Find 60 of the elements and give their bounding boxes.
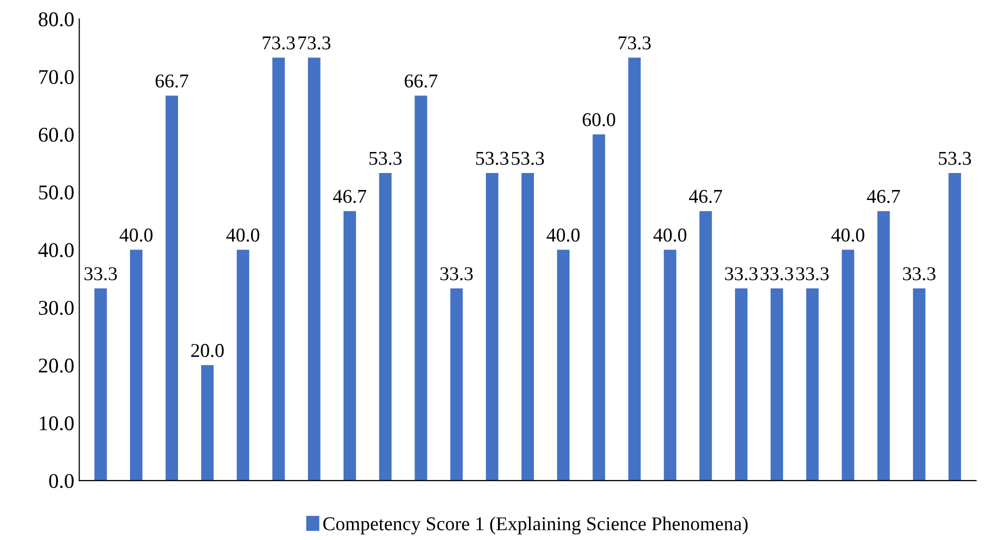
bar: [521, 172, 534, 481]
bar: [308, 58, 320, 481]
data-label: 33.3: [796, 267, 829, 280]
data-label: 53.3: [369, 152, 402, 165]
y-tick-label: 40.0: [38, 243, 74, 258]
bar: [414, 96, 428, 481]
data-label: 53.3: [512, 152, 544, 165]
data-label: 33.3: [903, 267, 936, 280]
bar: [344, 211, 356, 481]
data-label: 40.0: [831, 228, 864, 242]
data-label: 46.7: [866, 190, 900, 204]
y-tick-label: 70.0: [39, 70, 74, 84]
legend-label: Competency Score 1 (Explaining Science Phenomena): [323, 516, 748, 534]
bar: [272, 58, 285, 481]
data-label: 73.3: [298, 36, 330, 50]
bar: [912, 288, 926, 481]
y-tick-label: 0.0: [49, 474, 74, 488]
data-label: 20.0: [191, 344, 224, 358]
data-label: 53.3: [476, 152, 508, 165]
bar: [557, 250, 570, 481]
data-label: 40.0: [546, 228, 580, 242]
data-label: 66.7: [156, 74, 188, 88]
data-label: 73.3: [618, 36, 651, 50]
bar: [699, 211, 712, 481]
bar: [94, 288, 107, 481]
bar: [379, 172, 392, 481]
bar: [236, 250, 250, 481]
data-label: 33.3: [760, 267, 794, 280]
data-label: 33.3: [84, 267, 117, 280]
data-label: 40.0: [120, 228, 152, 242]
data-label: 73.3: [262, 36, 295, 50]
data-label: 46.7: [333, 190, 366, 204]
data-label: 40.0: [226, 228, 260, 242]
bar: [877, 211, 890, 481]
data-label: 33.3: [725, 267, 758, 280]
data-label: 66.7: [404, 74, 438, 88]
bar: [592, 134, 606, 481]
y-tick-label: 50.0: [39, 185, 74, 200]
data-label: 46.7: [689, 190, 722, 204]
bar: [735, 288, 748, 481]
bar: [486, 172, 498, 481]
bar: [628, 58, 641, 481]
bar: [166, 96, 178, 481]
bar: [130, 250, 142, 481]
bar: [201, 365, 214, 481]
data-label: 33.3: [440, 267, 473, 280]
y-tick-label: 20.0: [38, 358, 74, 373]
bar: [770, 288, 784, 481]
y-tick-label: 10.0: [40, 416, 74, 430]
bar: [948, 172, 962, 481]
data-label: 53.3: [938, 152, 972, 165]
bar: [842, 250, 854, 481]
data-label: 40.0: [653, 228, 686, 242]
data-label: 60.0: [582, 113, 616, 126]
y-tick-label: 30.0: [38, 300, 74, 315]
bar: [450, 288, 463, 481]
y-tick-label: 80.0: [38, 12, 74, 26]
y-tick-label: 60.0: [38, 128, 74, 142]
bar: [664, 250, 676, 481]
bar: [806, 288, 819, 481]
